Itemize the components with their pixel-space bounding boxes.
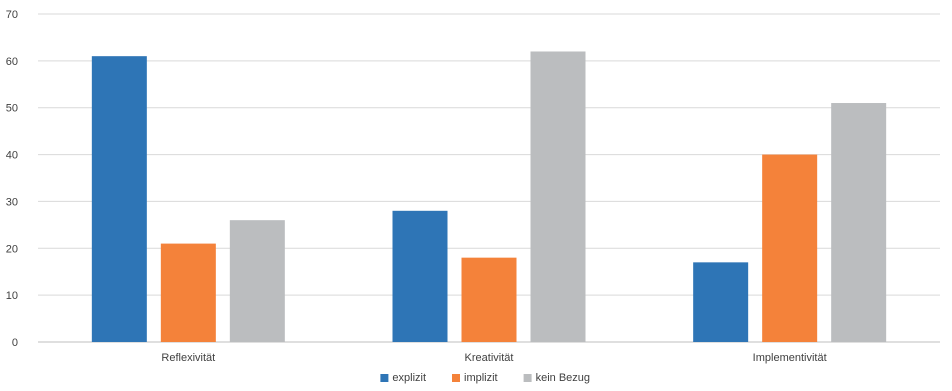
legend: explizit implizit kein Bezug [380, 372, 590, 384]
legend-swatch [380, 374, 389, 382]
bar [530, 51, 586, 342]
y-axis-ticks: 0 10 20 30 40 50 60 70 [6, 9, 18, 349]
legend-swatch [452, 374, 460, 382]
bar [762, 154, 818, 342]
x-category-label: Reflexivität [161, 352, 215, 364]
bar [229, 220, 285, 342]
y-tick-label: 50 [6, 103, 18, 115]
bar [392, 210, 448, 342]
x-axis: Reflexivität Kreativität Implementivität [161, 352, 826, 364]
legend-label: explizit [392, 372, 426, 384]
x-category-label: Kreativität [465, 352, 514, 364]
legend-label: kein Bezug [536, 372, 590, 384]
bar [461, 257, 517, 342]
bars [91, 51, 887, 343]
x-category-label: Implementivität [753, 352, 827, 364]
y-tick-label: 70 [6, 9, 18, 21]
y-tick-label: 10 [6, 290, 18, 302]
bar [91, 56, 147, 343]
bar [160, 243, 216, 342]
y-tick-label: 40 [6, 150, 18, 162]
y-tick-label: 30 [6, 196, 18, 208]
y-tick-label: 0 [12, 337, 18, 349]
legend-label: implizit [464, 372, 498, 384]
bar [831, 103, 887, 343]
legend-swatch [523, 374, 532, 382]
bar [693, 262, 749, 342]
y-tick-label: 60 [6, 56, 18, 68]
y-tick-label: 20 [6, 243, 18, 255]
